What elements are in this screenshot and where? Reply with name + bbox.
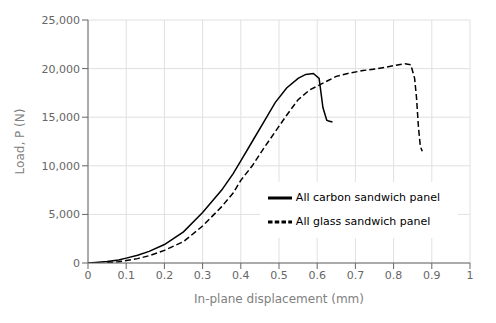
svg-text:0.8: 0.8 [385,269,403,282]
svg-text:0.2: 0.2 [156,269,174,282]
svg-text:Load, P (N): Load, P (N) [13,109,27,175]
svg-text:20,000: 20,000 [42,63,81,76]
svg-text:0: 0 [73,257,80,270]
svg-text:0.5: 0.5 [270,269,288,282]
html-text:All glass sandwich panel: All glass sandwich panel [295,215,431,228]
svg-text:0.6: 0.6 [308,269,326,282]
svg-text:0.7: 0.7 [347,269,365,282]
svg-text:15,000: 15,000 [42,111,81,124]
svg-text:25,000: 25,000 [42,14,81,27]
svg-text:0.9: 0.9 [423,269,441,282]
svg-text:0.1: 0.1 [117,269,135,282]
svg-text:5,000: 5,000 [49,208,81,221]
svg-text:1: 1 [467,269,474,282]
svg-text:10,000: 10,000 [42,160,81,173]
svg-text:In-plane displacement (mm): In-plane displacement (mm) [194,292,364,306]
svg-text:0.4: 0.4 [232,269,250,282]
svg-text:0: 0 [85,269,92,282]
html-text:All carbon sandwich panel: All carbon sandwich panel [295,191,440,204]
svg-text:0.3: 0.3 [194,269,212,282]
